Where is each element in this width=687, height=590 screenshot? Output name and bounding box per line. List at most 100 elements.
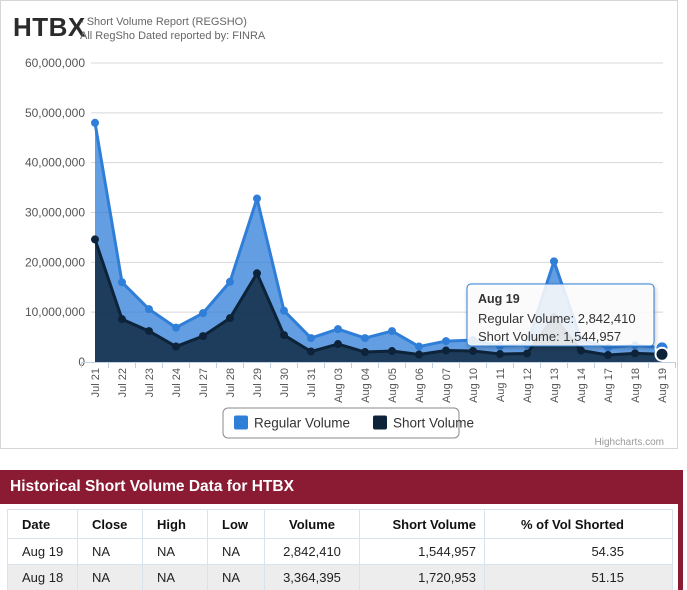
legend-swatch-icon xyxy=(234,415,248,430)
table-cell: 3,364,395 xyxy=(264,564,360,590)
legend-item-short-volume[interactable]: Short Volume xyxy=(373,415,474,431)
table-cell: NA xyxy=(77,538,143,565)
data-point-marker xyxy=(226,314,234,323)
chart-subtitle-line1: - Short Volume Report (REGSHO) xyxy=(80,16,247,28)
data-point-marker xyxy=(361,348,369,357)
table-header-cell: % of Vol Shorted xyxy=(484,509,673,539)
data-point-marker xyxy=(523,349,531,358)
x-axis-label: Aug 17 xyxy=(603,368,615,403)
x-axis-label: Aug 07 xyxy=(441,368,453,403)
x-axis-label: Aug 11 xyxy=(495,368,507,402)
legend-swatch-icon xyxy=(373,415,387,430)
legend-label: Short Volume xyxy=(393,416,474,431)
data-point-marker xyxy=(469,347,477,356)
x-axis-label: Jul 31 xyxy=(306,368,318,397)
short-volume-chart-card: 010,000,00020,000,00030,000,00040,000,00… xyxy=(0,0,678,449)
chart-subtitle-line2: All RegSho Dated reported by: FINRA xyxy=(80,30,266,42)
data-point-marker xyxy=(91,118,99,127)
table-title: Historical Short Volume Data for HTBX xyxy=(0,470,683,504)
table-header-cell: Close xyxy=(77,509,143,539)
data-point-marker xyxy=(280,331,288,340)
data-point-marker xyxy=(145,305,153,314)
chart-subtitle: - Short Volume Report (REGSHO) All RegSh… xyxy=(80,15,265,43)
data-point-marker xyxy=(145,327,153,336)
x-axis-label: Aug 05 xyxy=(387,368,399,403)
data-point-marker xyxy=(604,351,612,360)
table-cell: 2,842,410 xyxy=(264,538,360,565)
table-header-cell: Short Volume xyxy=(359,509,485,539)
x-axis-label: Aug 06 xyxy=(414,368,426,403)
y-axis-label: 40,000,000 xyxy=(25,156,85,170)
data-point-marker xyxy=(442,337,450,346)
data-point-marker xyxy=(253,194,261,203)
x-axis-label: Aug 13 xyxy=(549,368,561,403)
x-axis-label: Jul 23 xyxy=(144,368,156,397)
table-row: Aug 19 NA NA NA 2,842,410 1,544,957 54.35 xyxy=(7,538,673,565)
table-header-cell: Low xyxy=(207,509,265,539)
table-cell: Aug 19 xyxy=(7,538,78,565)
table-header-cell: Date xyxy=(7,509,78,539)
x-axis-label: Aug 04 xyxy=(360,368,372,403)
data-point-marker xyxy=(226,277,234,286)
highcharts-credit-link[interactable]: Highcharts.com xyxy=(595,437,664,448)
table-header-row: Date Close High Low Volume Short Volume% of V… xyxy=(7,509,673,539)
x-axis-label: Aug 18 xyxy=(630,368,642,403)
area-regular-volume xyxy=(95,122,662,362)
chart: 010,000,00020,000,00030,000,00040,000,00… xyxy=(1,1,677,448)
legend-label: Regular Volume xyxy=(254,416,350,431)
data-point-marker xyxy=(307,334,315,343)
table-header-cell: Volume xyxy=(264,509,360,539)
data-point-marker xyxy=(654,346,670,362)
data-point-marker xyxy=(253,269,261,278)
table-cell: 1,544,957 xyxy=(359,538,485,565)
x-axis-label: Aug 12 xyxy=(522,368,534,403)
x-axis-label: Aug 10 xyxy=(468,368,480,403)
data-point-marker xyxy=(442,346,450,355)
area-short-volume xyxy=(95,239,662,362)
data-point-marker xyxy=(334,325,342,334)
x-axis-label: Jul 29 xyxy=(252,368,264,397)
y-axis-label: 50,000,000 xyxy=(25,106,85,120)
data-point-marker xyxy=(415,342,423,351)
x-axis-label: Jul 22 xyxy=(117,368,129,397)
x-axis-label: Aug 03 xyxy=(333,368,345,403)
table-cell: 1,720,953 xyxy=(359,564,485,590)
x-axis-label: Aug 19 xyxy=(657,368,669,403)
data-point-marker xyxy=(199,309,207,318)
y-axis-label: 10,000,000 xyxy=(25,305,85,319)
tooltip-box xyxy=(466,283,655,347)
data-point-marker xyxy=(172,342,180,351)
legend-item-regular-volume[interactable]: Regular Volume xyxy=(234,415,350,431)
data-point-marker xyxy=(307,347,315,356)
table-cell: NA xyxy=(77,564,143,590)
table-cell: NA xyxy=(207,564,265,590)
data-point-marker xyxy=(388,327,396,336)
y-axis-label: 20,000,000 xyxy=(25,255,85,269)
data-point-marker xyxy=(199,332,207,341)
data-point-marker xyxy=(334,340,342,349)
table-cell: NA xyxy=(142,564,208,590)
chart-legend: Regular Volume Short Volume xyxy=(222,407,474,439)
x-axis-label: Jul 30 xyxy=(279,368,291,397)
data-point-marker xyxy=(388,347,396,356)
data-point-marker xyxy=(172,323,180,332)
table-cell: Aug 18 xyxy=(7,564,78,590)
table-container: Date Close High Low Volume Short Volume% of V… xyxy=(0,504,683,590)
y-axis-label: 60,000,000 xyxy=(25,56,85,70)
tooltip-title: Aug 19 xyxy=(478,292,520,306)
table-cell: NA xyxy=(207,538,265,565)
table-header-cell: High xyxy=(142,509,208,539)
data-point-marker xyxy=(577,346,585,355)
data-point-marker xyxy=(118,315,126,324)
data-point-marker xyxy=(91,235,99,244)
data-point-marker xyxy=(496,350,504,359)
x-axis-label: Jul 28 xyxy=(225,368,237,397)
table-row: Aug 18 NA NA NA 3,364,395 1,720,953 51.15 xyxy=(7,564,673,590)
data-point-marker xyxy=(361,334,369,343)
data-point-marker xyxy=(631,349,639,358)
ticker-symbol: HTBX xyxy=(13,12,86,42)
volume-area-chart: 010,000,00020,000,00030,000,00040,000,00… xyxy=(25,56,676,448)
legend-box xyxy=(222,407,460,439)
tooltip-line: Regular Volume: 2,842,410 xyxy=(478,311,636,326)
